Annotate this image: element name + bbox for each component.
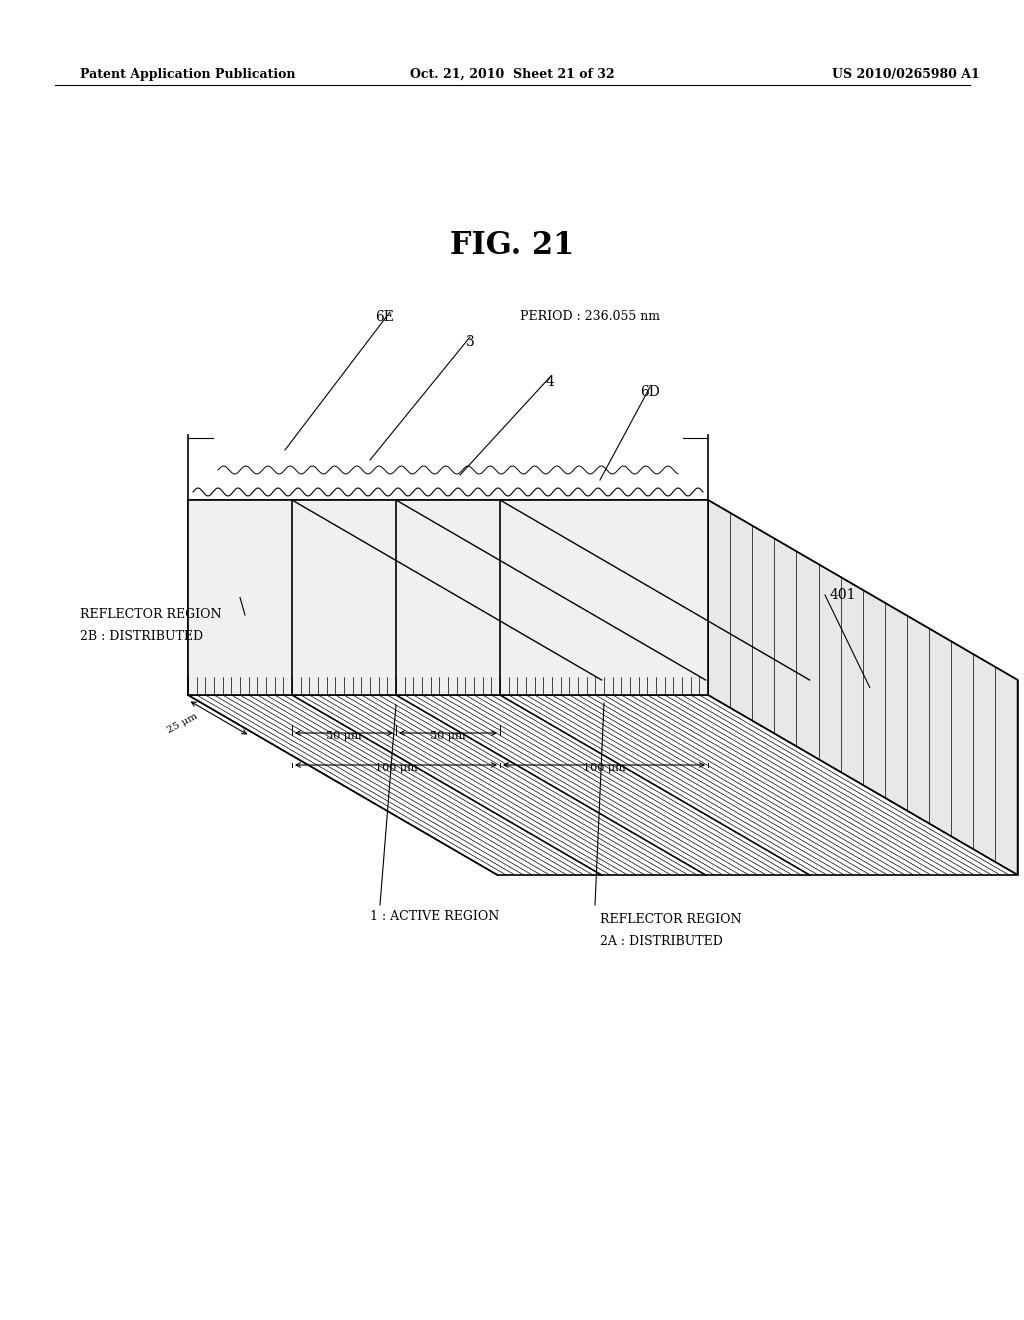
Text: 3: 3 xyxy=(466,335,474,348)
Text: 2A : DISTRIBUTED: 2A : DISTRIBUTED xyxy=(600,935,723,948)
Text: 100 μm: 100 μm xyxy=(583,763,626,774)
Text: REFLECTOR REGION: REFLECTOR REGION xyxy=(80,609,221,620)
Polygon shape xyxy=(188,500,708,696)
Text: 401: 401 xyxy=(830,587,856,602)
Text: PERIOD : 236.055 nm: PERIOD : 236.055 nm xyxy=(520,310,660,323)
Text: 50 μm: 50 μm xyxy=(327,731,361,741)
Text: Patent Application Publication: Patent Application Publication xyxy=(80,69,296,81)
Polygon shape xyxy=(188,500,498,875)
Text: 4: 4 xyxy=(546,375,554,389)
Text: 50 μm: 50 μm xyxy=(430,731,466,741)
Polygon shape xyxy=(188,500,1018,680)
Text: 6E: 6E xyxy=(376,310,394,323)
Text: US 2010/0265980 A1: US 2010/0265980 A1 xyxy=(833,69,980,81)
Text: FIG. 21: FIG. 21 xyxy=(450,230,574,261)
Text: 6D: 6D xyxy=(640,385,659,399)
Polygon shape xyxy=(708,500,1018,875)
Text: 100 μm: 100 μm xyxy=(375,763,418,774)
Text: REFLECTOR REGION: REFLECTOR REGION xyxy=(600,913,741,927)
Text: 1 : ACTIVE REGION: 1 : ACTIVE REGION xyxy=(370,909,500,923)
Polygon shape xyxy=(188,696,1018,875)
Text: 2B : DISTRIBUTED: 2B : DISTRIBUTED xyxy=(80,630,203,643)
Text: Oct. 21, 2010  Sheet 21 of 32: Oct. 21, 2010 Sheet 21 of 32 xyxy=(410,69,614,81)
Text: 25 μm: 25 μm xyxy=(166,711,199,735)
